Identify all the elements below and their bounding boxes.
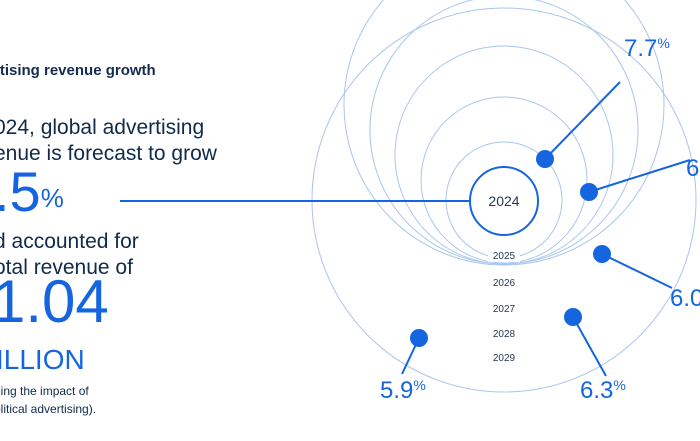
ring-label-bg <box>488 302 520 315</box>
leader-line-2026 <box>588 159 691 193</box>
note-line-1: ding the impact of <box>0 384 89 398</box>
center-circle <box>469 166 539 236</box>
ring-label-2028: 2028 <box>493 329 516 340</box>
leader-line-2028 <box>572 316 607 377</box>
ring-label-bg <box>488 327 520 340</box>
data-point-2028 <box>564 308 582 326</box>
total-unit: ILLION <box>0 344 85 375</box>
growth-figure: .5% <box>0 162 64 222</box>
ring-2029 <box>343 0 665 266</box>
value-number: 6.3 <box>580 377 613 404</box>
intro-line-2: enue is forecast to grow <box>0 142 217 165</box>
value-label-2028: 6.3% <box>580 377 626 404</box>
chart-heading: rtising revenue growth <box>0 62 156 79</box>
ring-label-bg <box>488 276 520 289</box>
ring-label-2025: 2025 <box>493 251 516 262</box>
data-point-2026 <box>580 183 598 201</box>
value-unit: % <box>413 377 425 393</box>
data-point-2025 <box>536 150 554 168</box>
ring-label-2029: 2029 <box>493 353 516 364</box>
value-number: 6.0 <box>670 285 700 312</box>
value-unit: % <box>613 377 625 393</box>
value-label-2029: 5.9% <box>380 377 426 404</box>
intro-line-3: d accounted for <box>0 230 139 253</box>
value-label-2025: 7.7% <box>624 35 670 62</box>
center-label: 2024 <box>488 193 519 209</box>
leader-line-2027 <box>601 253 673 289</box>
value-unit: % <box>657 35 669 51</box>
ring-label-2026: 2026 <box>493 278 516 289</box>
ring-2026 <box>420 96 588 264</box>
total-value: 1.04 <box>0 268 109 335</box>
data-point-2029 <box>410 329 428 347</box>
intro-line-1: 024, global advertising <box>0 116 205 139</box>
note-line-2: olitical advertising). <box>0 402 97 416</box>
data-point-2027 <box>593 245 611 263</box>
value-number: 5.9 <box>380 377 413 404</box>
ring-label-bg <box>488 351 520 364</box>
leader-line-2025 <box>544 81 621 160</box>
value-label-2027: 6.0 <box>670 285 700 312</box>
growth-value: .5 <box>0 160 41 223</box>
ring-label-2027: 2027 <box>493 304 516 315</box>
ring-2028 <box>369 0 639 265</box>
growth-unit: % <box>40 183 64 213</box>
intro-line-4: otal revenue of <box>0 256 133 279</box>
value-number: 6 <box>686 155 699 182</box>
ring-label-bg <box>488 249 520 262</box>
value-label-2026: 6 <box>686 155 699 182</box>
value-number: 7.7 <box>624 35 657 62</box>
